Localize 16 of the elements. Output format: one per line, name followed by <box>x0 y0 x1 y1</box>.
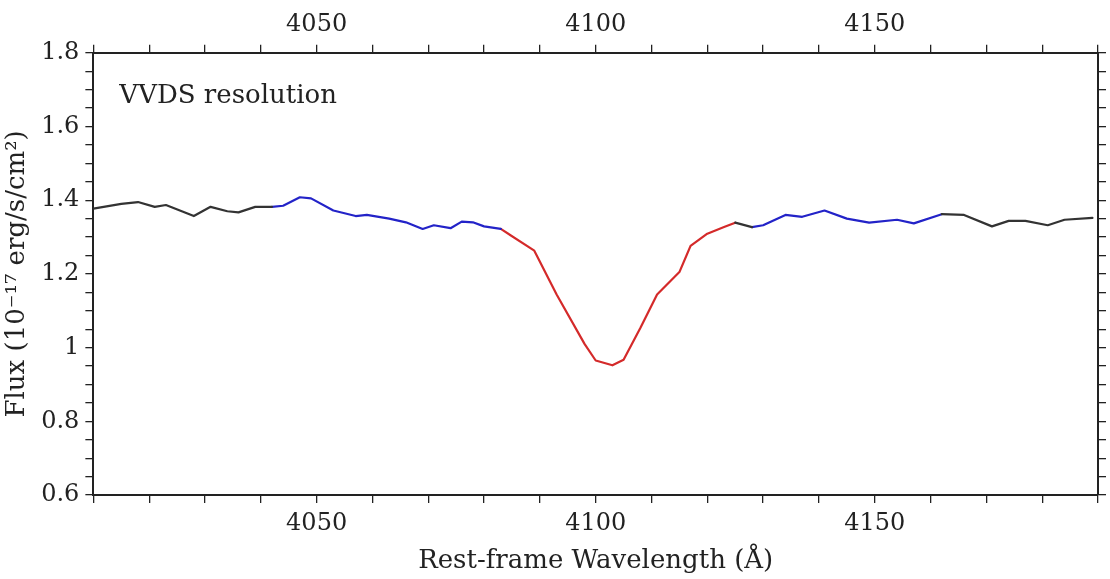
annotation: VVDS resolution <box>118 78 338 109</box>
x-axis-title: Rest-frame Wavelength (Å) <box>418 543 774 575</box>
y-tick-label: 1.8 <box>41 37 80 66</box>
y-axis-title: Flux (10⁻¹⁷ erg/s/cm²) <box>0 130 31 418</box>
y-tick-label: 1.6 <box>41 110 80 139</box>
y-tick-label: 1.4 <box>41 184 80 213</box>
x2-tick-label: 4100 <box>565 8 627 37</box>
y-tick-label: 0.6 <box>41 479 80 508</box>
x2-tick-label: 4150 <box>844 8 906 37</box>
y-tick-label: 1.2 <box>41 258 80 287</box>
x-tick-label: 4100 <box>565 507 627 536</box>
y-tick-label: 0.8 <box>41 405 80 434</box>
x2-tick-label: 4050 <box>286 8 348 37</box>
y-tick-label: 1 <box>64 331 80 360</box>
x-tick-label: 4150 <box>844 507 906 536</box>
x-tick-label: 4050 <box>286 507 348 536</box>
